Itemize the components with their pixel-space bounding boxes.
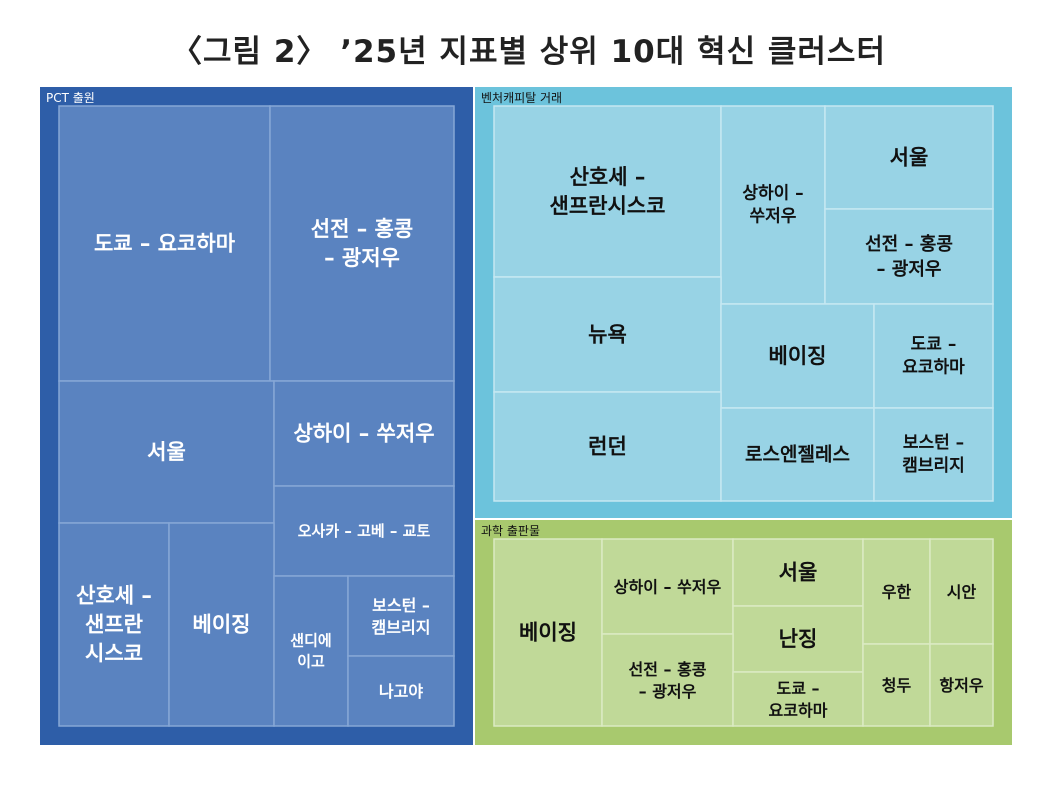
group-label: PCT 출원 <box>46 91 95 105</box>
tile-label: 상하이 – 쑤저우 <box>293 422 434 446</box>
treemap-tile <box>273 380 455 487</box>
treemap-tile <box>862 538 931 645</box>
tile-label: 선전 – 홍콩 – 광저우 <box>865 233 953 280</box>
treemap-tile <box>732 671 864 727</box>
tile-label: 우한 <box>882 582 912 601</box>
tile-label: 베이징 <box>193 613 251 637</box>
tile-label: 베이징 <box>769 344 827 368</box>
tile-label: 선전 – 홍콩 – 광저우 <box>628 659 706 700</box>
tile-label: 보스턴 – 캠브리지 <box>372 595 431 636</box>
treemap-tile <box>493 105 722 278</box>
tile-label: 난징 <box>779 627 818 651</box>
treemap-tile <box>732 538 864 607</box>
tile-label: 도쿄 – 요코하마 <box>94 232 236 256</box>
group-label: 과학 출판물 <box>481 524 540 538</box>
treemap-tile <box>58 380 275 524</box>
tile-label: 상하이 – 쑤저우 <box>614 577 722 596</box>
treemap-tile <box>824 208 994 305</box>
treemap-tile <box>273 485 455 577</box>
treemap-tile <box>873 303 994 409</box>
tile-label: 청두 <box>882 676 912 695</box>
tile-label: 샌디에 이고 <box>290 632 331 671</box>
tile-label: 나고야 <box>379 682 423 701</box>
treemap-tile <box>493 276 722 393</box>
treemap-tile <box>720 407 875 502</box>
tile-label: 서울 <box>890 146 929 170</box>
tile-label: 도쿄 – 요코하마 <box>769 678 828 719</box>
treemap-tile <box>273 575 349 727</box>
tile-label: 로스엔젤레스 <box>745 444 850 466</box>
treemap-tile <box>347 655 455 727</box>
tile-label: 베이징 <box>519 621 577 645</box>
treemap-tile <box>720 105 826 305</box>
group-label: 벤처캐피탈 거래 <box>481 91 562 105</box>
tile-label: 오사카 – 고베 – 교토 <box>298 522 431 540</box>
tile-label: 서울 <box>147 440 186 464</box>
treemap-tile <box>58 522 170 727</box>
tile-label: 런던 <box>588 435 627 459</box>
treemap-tile <box>493 391 722 502</box>
tile-label: 시안 <box>947 582 977 601</box>
tile-label: 항저우 <box>939 676 983 695</box>
treemap-tile <box>168 522 275 727</box>
tile-label: 도쿄 – 요코하마 <box>902 334 965 377</box>
treemap-tile <box>269 105 455 382</box>
page-title: 〈그림 2〉 ’25년 지표별 상위 10대 혁신 클러스터 <box>171 34 886 70</box>
tile-label: 상하이 – 쑤저우 <box>742 183 803 226</box>
tile-label: 뉴욕 <box>588 323 627 347</box>
treemap-tile <box>873 407 994 502</box>
treemap-tile <box>493 538 603 727</box>
tile-label: 선전 – 홍콩 – 광저우 <box>311 217 413 270</box>
tile-label: 보스턴 – 캠브리지 <box>902 433 965 476</box>
treemap-tile <box>929 538 994 645</box>
tile-label: 산호세 –샌프란시스코 <box>550 165 666 218</box>
treemap-tile <box>601 633 734 727</box>
treemap-tile <box>862 643 931 727</box>
treemap-tile <box>824 105 994 210</box>
tile-label: 서울 <box>779 561 818 585</box>
treemap-tile <box>929 643 994 727</box>
treemap-tile <box>347 575 455 657</box>
